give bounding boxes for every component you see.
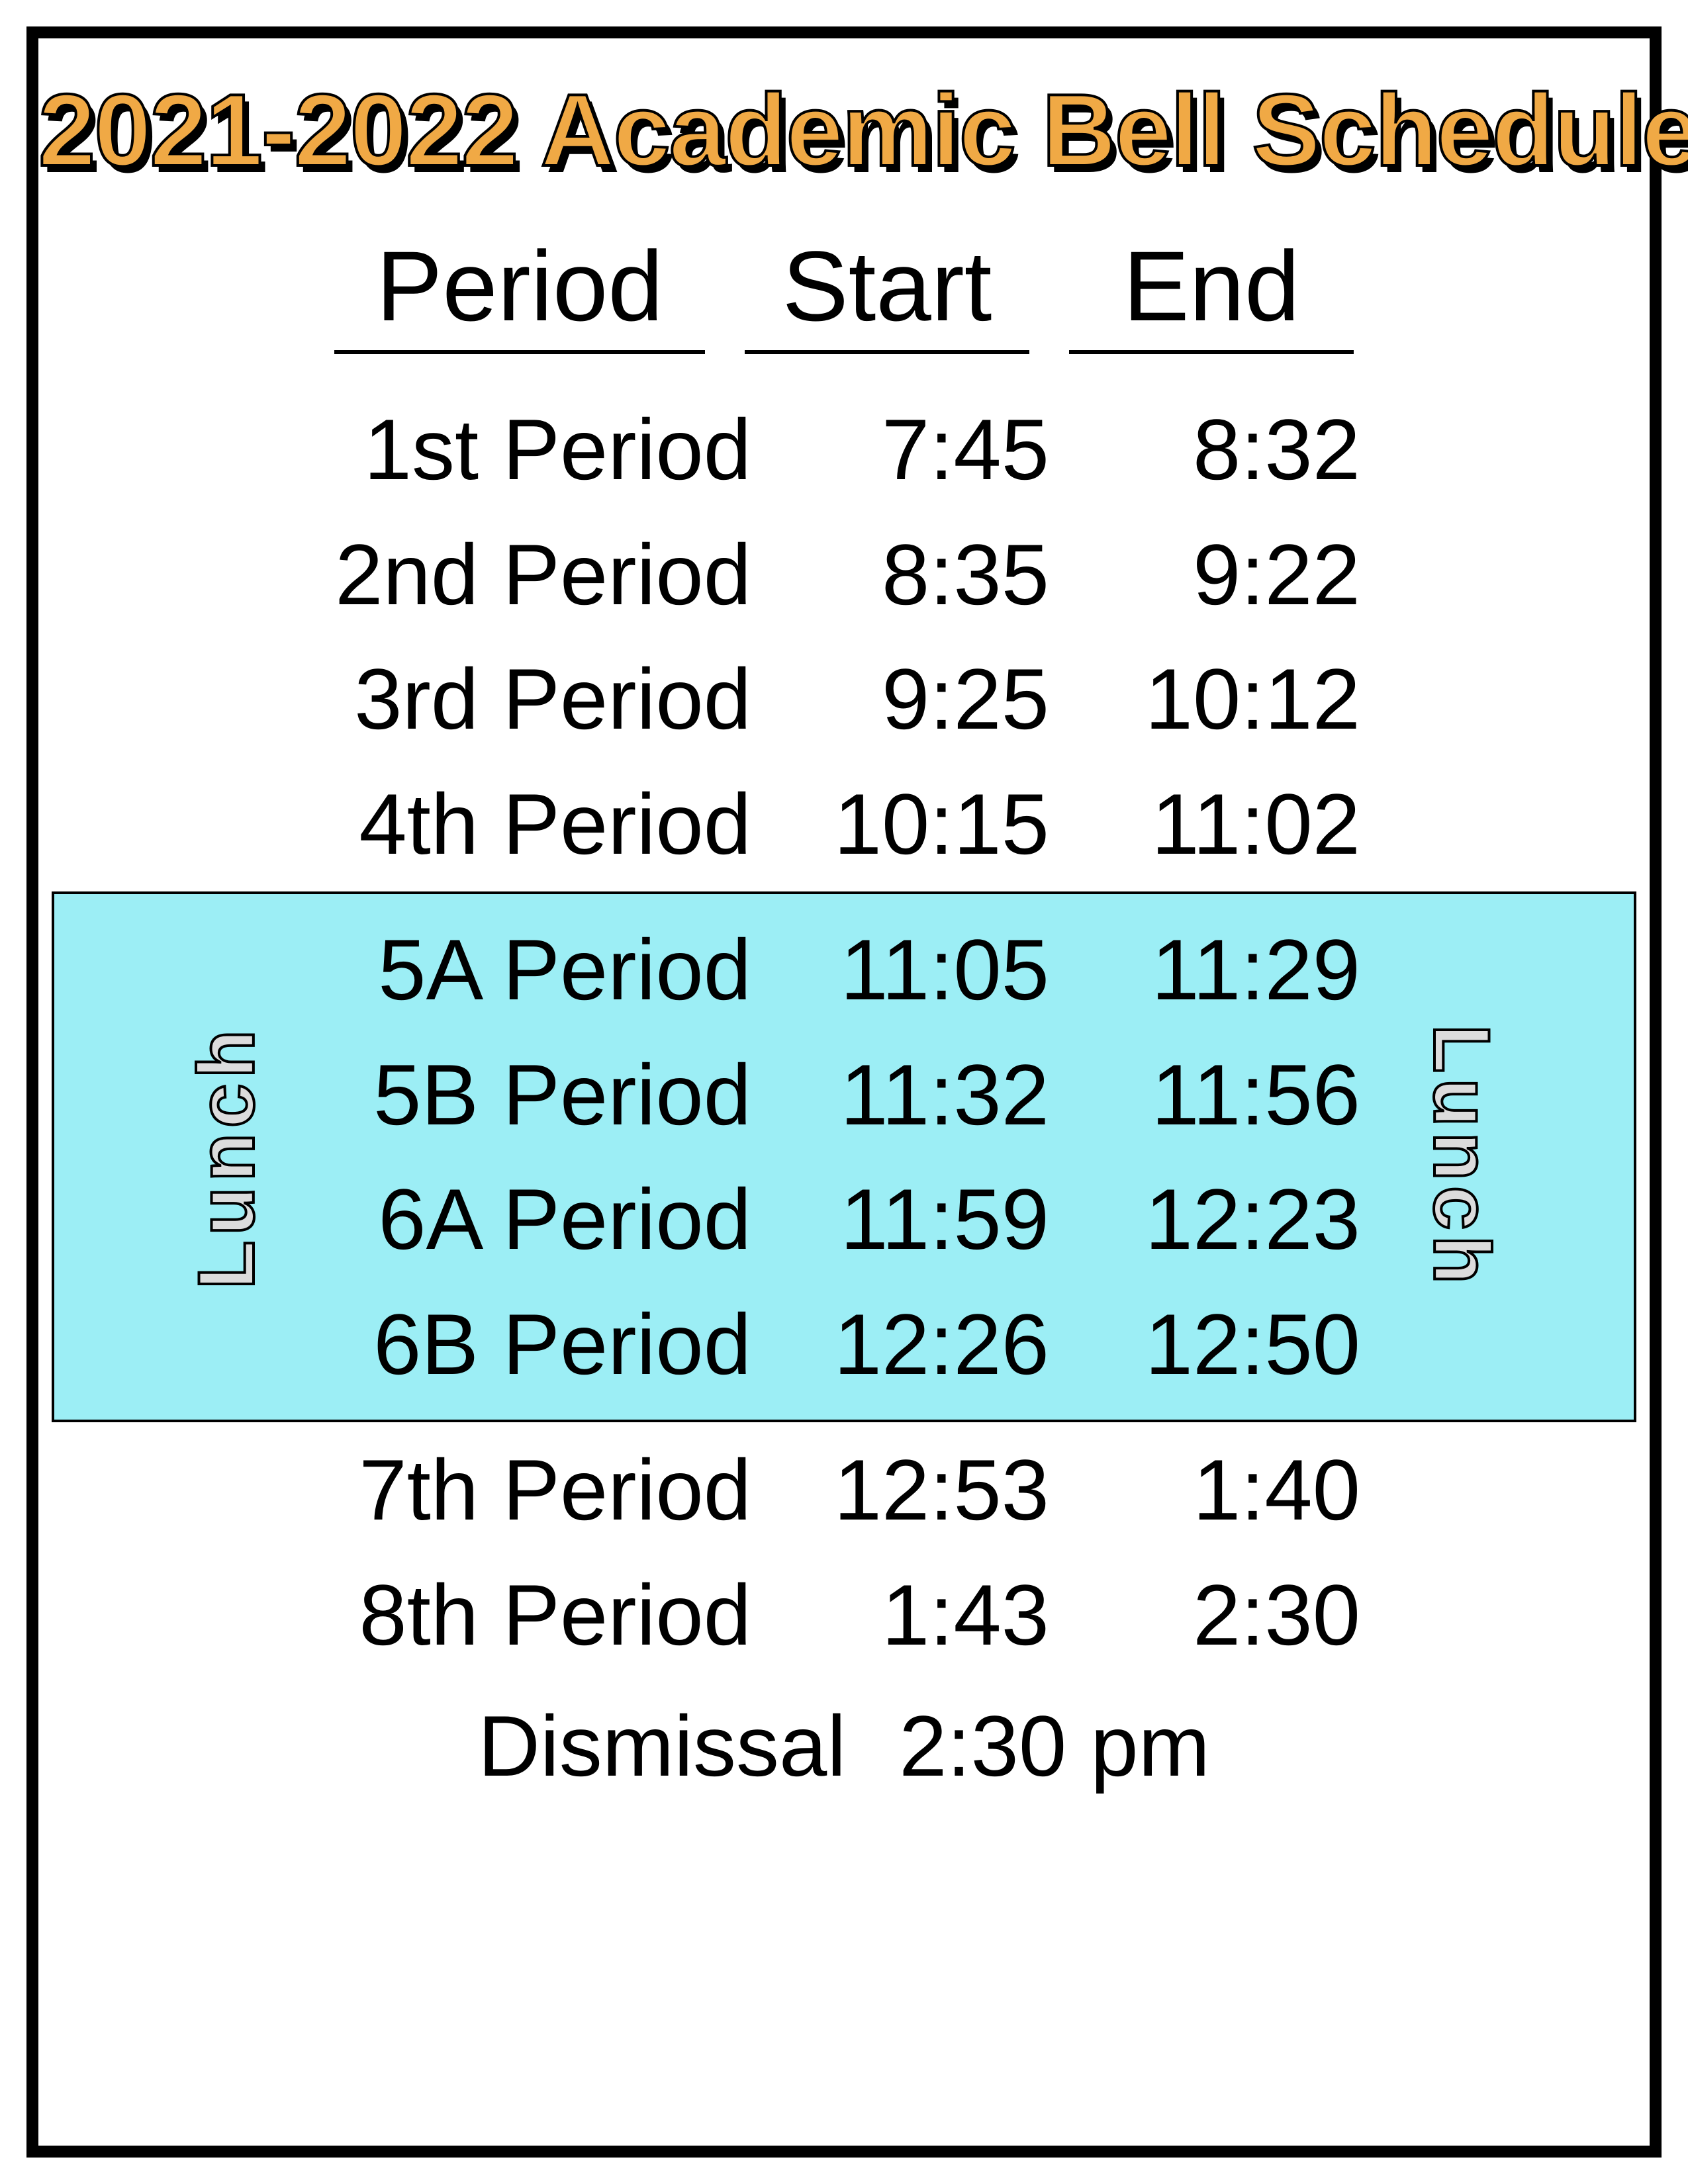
cell-start: 7:45 <box>778 387 1076 512</box>
cell-end: 11:02 <box>1089 762 1387 887</box>
table-row: 6B Period 12:26 12:50 <box>54 1282 1634 1407</box>
cell-period: 2nd Period <box>301 512 765 637</box>
table-row: 5A Period 11:05 11:29 <box>54 907 1634 1032</box>
table-row: 7th Period 12:53 1:40 <box>38 1428 1650 1553</box>
cell-end: 10:12 <box>1089 637 1387 762</box>
cell-start: 10:15 <box>778 762 1076 887</box>
title-main: 2021-2022 Academic Bell Schedule <box>38 73 1688 187</box>
header-start: Start <box>745 229 1029 354</box>
lunch-label-right: Lunch <box>1416 1024 1507 1289</box>
cell-end: 12:23 <box>1089 1157 1387 1282</box>
header-period: Period <box>334 229 705 354</box>
cell-period: 7th Period <box>301 1428 765 1553</box>
cell-period: 3rd Period <box>301 637 765 762</box>
page-title: 2021-2022 Academic Bell Schedule 2021-20… <box>38 71 1650 189</box>
table-row: 6A Period 11:59 12:23 <box>54 1157 1634 1282</box>
table-row: 4th Period 10:15 11:02 <box>38 762 1650 887</box>
cell-start: 12:53 <box>778 1428 1076 1553</box>
dismissal-label: Dismissal <box>478 1684 846 1809</box>
cell-start: 1:43 <box>778 1553 1076 1678</box>
dismissal-time: 2:30 pm <box>899 1684 1210 1809</box>
table-row: 3rd Period 9:25 10:12 <box>38 637 1650 762</box>
lunch-block: Lunch Lunch 5A Period 11:05 11:29 5B Per… <box>52 891 1636 1422</box>
cell-start: 9:25 <box>778 637 1076 762</box>
cell-end: 11:56 <box>1089 1032 1387 1158</box>
cell-period: 5A Period <box>301 907 765 1032</box>
cell-start: 8:35 <box>778 512 1076 637</box>
cell-start: 11:32 <box>778 1032 1076 1158</box>
dismissal-row: Dismissal 2:30 pm <box>38 1684 1650 1809</box>
cell-end: 9:22 <box>1089 512 1387 637</box>
cell-period: 8th Period <box>301 1553 765 1678</box>
cell-period: 1st Period <box>301 387 765 512</box>
cell-period: 4th Period <box>301 762 765 887</box>
cell-period: 6A Period <box>301 1157 765 1282</box>
table-row: 8th Period 1:43 2:30 <box>38 1553 1650 1678</box>
cell-end: 2:30 <box>1089 1553 1387 1678</box>
schedule-table: Period Start End 1st Period 7:45 8:32 2n… <box>38 229 1650 1809</box>
cell-start: 11:05 <box>778 907 1076 1032</box>
lunch-label-left: Lunch <box>181 1024 272 1289</box>
cell-end: 11:29 <box>1089 907 1387 1032</box>
table-row: 2nd Period 8:35 9:22 <box>38 512 1650 637</box>
schedule-content: 2021-2022 Academic Bell Schedule 2021-20… <box>38 38 1650 2146</box>
cell-start: 11:59 <box>778 1157 1076 1282</box>
cell-period: 6B Period <box>301 1282 765 1407</box>
cell-end: 12:50 <box>1089 1282 1387 1407</box>
cell-end: 8:32 <box>1089 387 1387 512</box>
table-row: 1st Period 7:45 8:32 <box>38 387 1650 512</box>
cell-start: 12:26 <box>778 1282 1076 1407</box>
table-row: 5B Period 11:32 11:56 <box>54 1032 1634 1158</box>
cell-period: 5B Period <box>301 1032 765 1158</box>
cell-end: 1:40 <box>1089 1428 1387 1553</box>
header-end: End <box>1069 229 1354 354</box>
table-header-row: Period Start End <box>38 229 1650 354</box>
